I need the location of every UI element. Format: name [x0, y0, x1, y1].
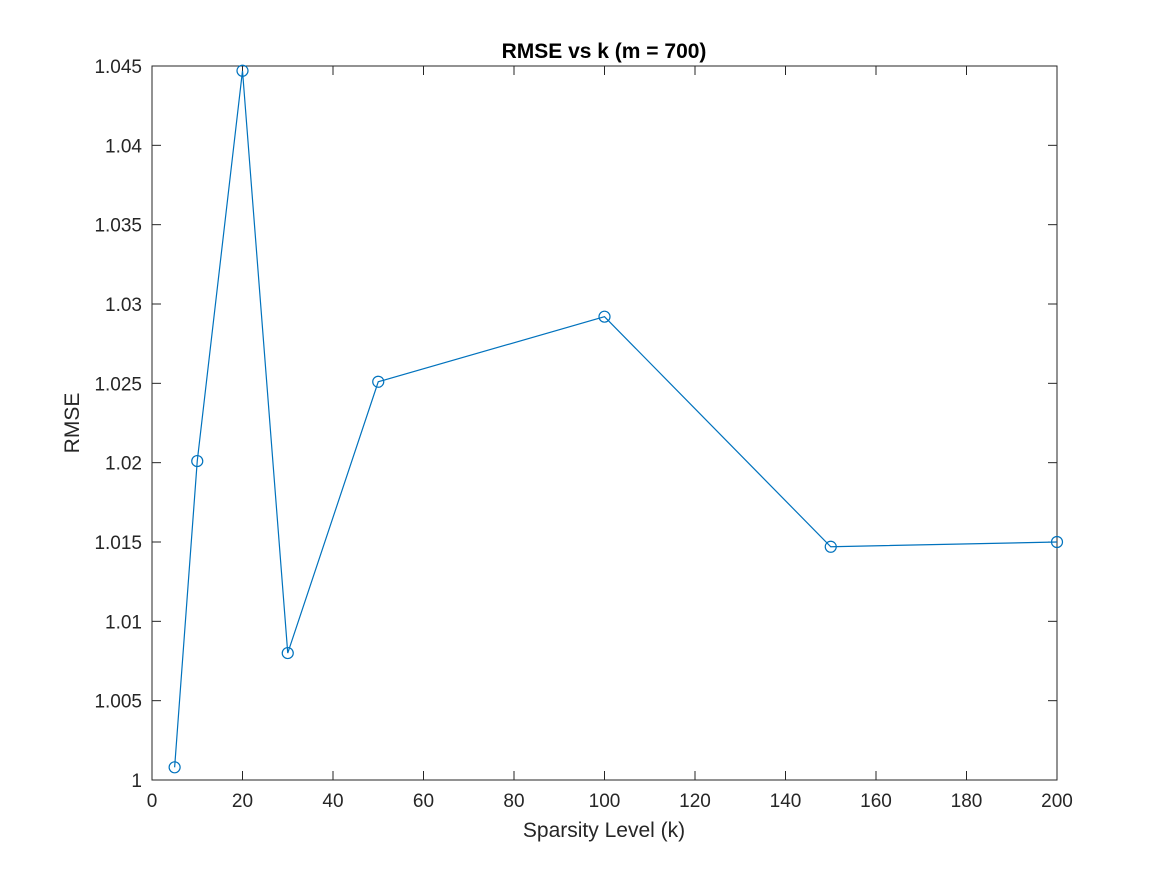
x-tick-label: 200: [1041, 791, 1073, 812]
y-tick-label: 1.035: [94, 216, 142, 237]
data-point: [372, 375, 385, 388]
y-tick-label: 1: [131, 771, 142, 792]
x-axis-label: Sparsity Level (k): [523, 819, 685, 842]
x-ticks: 0 20 40 60 80 100 120 140 160 180 200: [147, 66, 1073, 812]
y-tick-label: 1.03: [105, 295, 142, 316]
y-tick-label: 1.04: [105, 136, 142, 157]
y-tick-label: 1.015: [94, 533, 142, 554]
data-point: [824, 540, 837, 553]
x-tick-label: 120: [679, 791, 711, 812]
y-tick-label: 1.045: [94, 57, 142, 78]
series-group: [168, 64, 1064, 774]
y-axis-label: RMSE: [61, 393, 84, 454]
data-point: [281, 646, 294, 660]
y-ticks: 1 1.005 1.01 1.015 1.02 1.025 1.03 1.035 1.04 1.0…: [94, 57, 1057, 792]
x-tick-label: 60: [413, 791, 434, 812]
data-point: [598, 310, 611, 323]
y-tick-label: 1.025: [94, 374, 142, 395]
chart-title: RMSE vs k (m = 700): [502, 40, 707, 63]
x-tick-label: 180: [951, 791, 983, 812]
data-point: [168, 761, 181, 774]
series-line: [174, 70, 1058, 768]
data-point: [236, 64, 249, 77]
x-tick-label: 40: [322, 791, 343, 812]
x-tick-label: 0: [147, 791, 158, 812]
x-tick-label: 80: [503, 791, 524, 812]
data-point: [191, 454, 204, 468]
y-tick-label: 1.01: [105, 612, 142, 633]
x-tick-label: 20: [232, 791, 253, 812]
y-tick-label: 1.02: [105, 454, 142, 475]
data-point: [1050, 535, 1064, 549]
y-tick-label: 1.005: [94, 692, 142, 713]
x-tick-label: 160: [860, 791, 892, 812]
x-tick-label: 100: [589, 791, 621, 812]
axes-box: [151, 65, 1058, 781]
x-tick-label: 140: [770, 791, 802, 812]
